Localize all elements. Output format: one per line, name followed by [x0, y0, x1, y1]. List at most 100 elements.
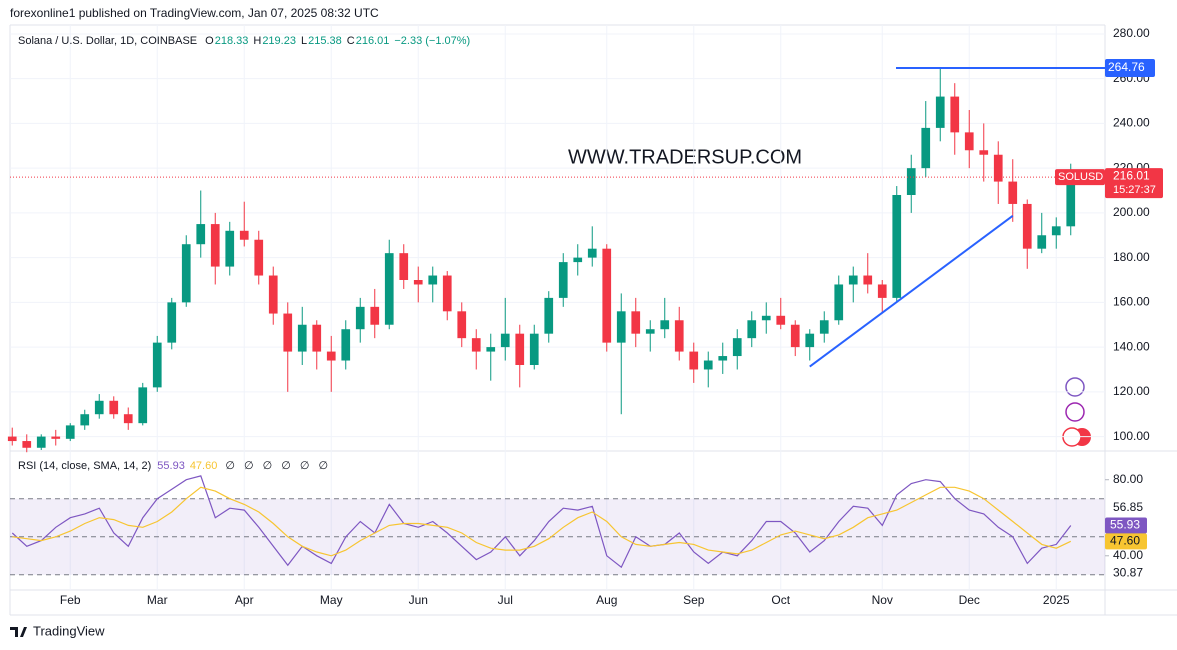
- rsi-line: [11, 475, 1072, 569]
- icon[interactable]: [1065, 377, 1085, 397]
- candle-body: [1008, 181, 1018, 204]
- symbol-tag-label: SOLUSD: [1058, 171, 1103, 183]
- y-tick-label: 140.00: [1113, 339, 1150, 353]
- candle-body: [167, 302, 177, 343]
- legend-title: Solana / U.S. Dollar, 1D, COINBASE: [18, 35, 197, 47]
- legend-key: H: [253, 35, 261, 47]
- y-tick-label: 180.00: [1113, 250, 1150, 264]
- candle-body: [993, 154, 1003, 182]
- candle-body: [979, 150, 989, 155]
- price-tag-label: 264.76: [1108, 60, 1145, 74]
- legend-value: 218.33: [215, 35, 249, 47]
- x-tick-label: Jul: [498, 593, 513, 607]
- candle-body: [413, 280, 423, 285]
- legend-value: 216.01: [356, 35, 390, 47]
- candle-body: [529, 333, 539, 365]
- candle-body: [486, 347, 496, 352]
- legend-key: C: [347, 35, 355, 47]
- candle-body: [515, 333, 525, 365]
- candle-body: [384, 253, 394, 325]
- candle-body: [819, 320, 829, 334]
- y-tick-label: 240.00: [1113, 116, 1150, 130]
- candle-body: [689, 351, 699, 370]
- y-tick-label: 160.00: [1113, 295, 1150, 309]
- candle-body: [718, 356, 728, 361]
- x-tick-label: Jun: [409, 593, 428, 607]
- legend-key: O: [205, 35, 214, 47]
- candle-body: [1022, 203, 1032, 249]
- candle-body: [544, 297, 554, 334]
- candle-body: [196, 224, 206, 245]
- candle-body: [80, 414, 90, 426]
- candle-body: [587, 248, 597, 258]
- rsi-line: [12, 486, 1072, 557]
- footer-brand: TradingView: [33, 623, 105, 638]
- candle-body: [181, 244, 191, 303]
- candle-body: [732, 338, 742, 357]
- candle-body: [442, 275, 452, 312]
- candle-body: [326, 351, 336, 361]
- price-tag: [1105, 59, 1155, 78]
- candle-body: [36, 436, 46, 448]
- candle-body: [892, 195, 902, 298]
- candle-body: [1037, 235, 1047, 249]
- candle-body: [109, 400, 119, 415]
- level-label: 30.87: [1113, 565, 1143, 579]
- candle-body: [341, 329, 351, 361]
- logo: [10, 627, 27, 637]
- candle-body: [225, 230, 235, 267]
- candle-body: [660, 320, 670, 330]
- y-tick-label: 80.00: [1113, 472, 1143, 486]
- candle-body: [761, 315, 771, 321]
- footer-logo: [10, 627, 27, 637]
- candle-body: [703, 360, 713, 370]
- candle-body: [123, 414, 133, 424]
- candle-body: [950, 96, 960, 133]
- candle-body: [921, 127, 931, 169]
- candle-body: [906, 168, 916, 195]
- x-tick-label: Feb: [60, 593, 81, 607]
- icon[interactable]: [1065, 402, 1085, 422]
- x-tick-label: Dec: [959, 593, 980, 607]
- value-tag: [1105, 533, 1147, 550]
- value-tag-label: 55.93: [1110, 518, 1140, 532]
- candle-body: [863, 275, 873, 285]
- candle-body: [602, 248, 612, 343]
- candle-body: [22, 441, 32, 448]
- legend-value: 55.93: [157, 460, 185, 472]
- watermark: WWW.TRADERSUP.COM: [568, 146, 802, 168]
- countdown-label: 15:27:37: [1113, 184, 1156, 196]
- candle-body: [428, 275, 438, 285]
- legend-key: L: [301, 35, 307, 47]
- candle-body: [558, 262, 568, 298]
- legend-title: RSI (14, close, SMA, 14, 2): [18, 460, 151, 472]
- candle-body: [1051, 226, 1061, 236]
- candle-body: [268, 275, 278, 314]
- x-tick-label: Aug: [596, 593, 617, 607]
- candle-body: [138, 387, 148, 424]
- symbol-tag: [1055, 169, 1105, 186]
- candle-body: [935, 96, 945, 128]
- x-tick-label: Apr: [235, 593, 254, 607]
- value-tag: [1105, 517, 1147, 534]
- candle-body: [805, 333, 815, 348]
- y-tick-label: 280.00: [1113, 26, 1150, 40]
- candle-body: [500, 333, 510, 348]
- candle-body: [834, 284, 844, 321]
- candle-body: [51, 436, 61, 439]
- candle-body: [848, 275, 858, 285]
- x-tick-label: 2025: [1043, 593, 1070, 607]
- x-tick-label: Nov: [872, 593, 893, 607]
- candle-body: [152, 342, 162, 388]
- candle-body: [471, 338, 481, 352]
- x-tick-label: Oct: [771, 593, 790, 607]
- legend-symbols: ∅ ∅ ∅ ∅ ∅ ∅: [225, 460, 331, 472]
- legend-value: 47.60: [190, 460, 218, 472]
- x-tick-label: Mar: [147, 593, 168, 607]
- candle-body: [7, 436, 17, 442]
- candle-body: [283, 313, 293, 352]
- y-tick-label: 120.00: [1113, 384, 1150, 398]
- price-tag-label: 216.01: [1113, 168, 1150, 182]
- candle-body: [355, 306, 365, 330]
